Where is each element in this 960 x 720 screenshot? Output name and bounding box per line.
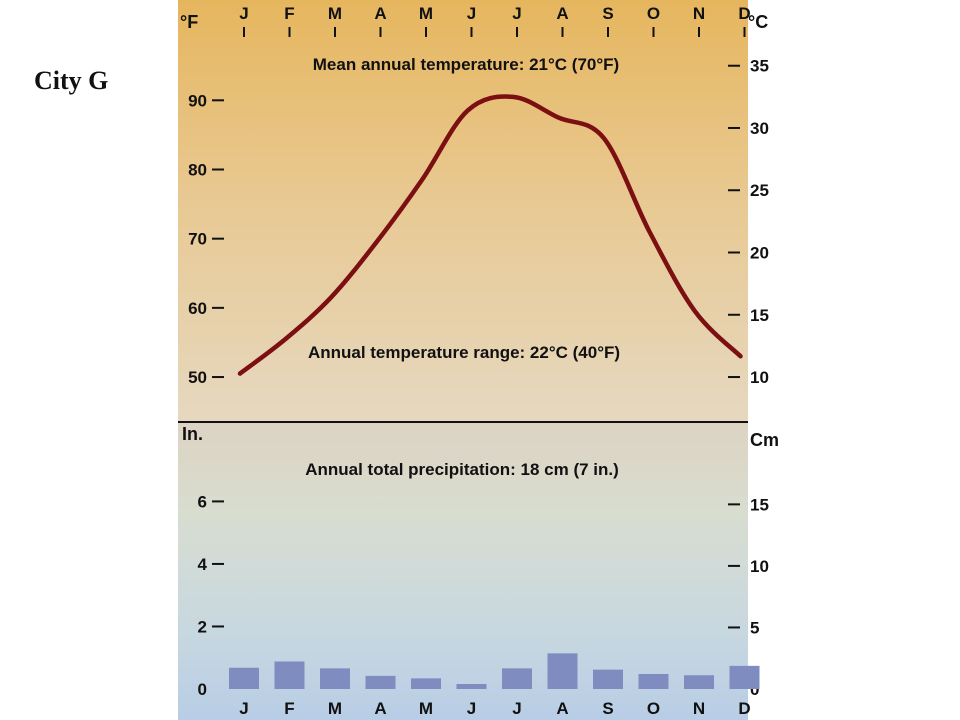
month-label-bottom: A [374,699,386,718]
temp-left-tick-label: 50 [188,368,207,387]
precip-right-tick-label: 5 [750,618,759,637]
precip-left-tick-label: 4 [198,555,208,574]
month-label-bottom: N [693,699,705,718]
precip-bar [593,669,623,689]
temp-left-axis: 50 60 70 80 90 [188,91,224,387]
temp-left-tick-label: 70 [188,230,207,249]
precip-right-unit: Cm [750,430,779,450]
month-label-top: D [738,4,750,23]
month-label-top: A [556,4,568,23]
precip-bar [684,675,714,689]
temp-right-tick-label: 20 [750,244,769,263]
temp-right-unit: °C [748,12,768,32]
precip-bar [411,678,441,689]
precip-left-unit: In. [182,424,203,444]
month-label-bottom: A [556,699,568,718]
precip-bar [365,675,396,689]
month-label-bottom: O [647,699,660,718]
city-label: City G [34,66,109,95]
precip-right-axis: 0 5 10 15 [728,495,769,699]
annual-temperature-range-label: Annual temperature range: 22°C (40°F) [308,343,620,362]
temp-left-tick-label: 90 [188,91,207,110]
precip-left-tick-label: 2 [198,617,207,636]
month-label-top: O [647,4,660,23]
temp-right-tick-label: 25 [750,181,769,200]
precipitation-bars [229,653,760,689]
month-label-bottom: D [738,699,750,718]
precip-bar [729,665,760,689]
month-label-bottom: J [239,699,248,718]
precip-right-tick-label: 10 [750,557,769,576]
precip-right-tick-label: 0 [750,680,759,699]
month-label-bottom: J [467,699,476,718]
month-label-bottom: F [284,699,294,718]
temp-right-tick-label: 10 [750,368,769,387]
month-label-bottom: J [512,699,521,718]
precip-right-tick-label: 15 [750,495,769,514]
precipitation-panel [178,422,748,720]
precip-bar [229,667,259,689]
month-label-top: A [374,4,386,23]
month-label-top: S [602,4,613,23]
month-label-top: J [239,4,248,23]
precip-bar [274,661,305,689]
temperature-line [237,94,743,376]
precip-left-tick-label: 0 [198,680,207,699]
precip-bar [547,653,578,689]
temp-right-axis: 10 15 20 25 30 35 [728,57,769,387]
month-label-top: F [284,4,294,23]
temp-left-tick-label: 60 [188,299,207,318]
temp-right-tick-label: 30 [750,119,769,138]
precip-left-axis: 0 2 4 6 [198,492,224,699]
temp-left-unit: °F [180,12,198,32]
annual-total-precipitation-label: Annual total precipitation: 18 cm (7 in.… [305,460,619,479]
month-label-top: M [328,4,342,23]
month-label-top: J [467,4,476,23]
temp-right-tick-label: 35 [750,57,769,76]
temp-left-tick-label: 80 [188,160,207,179]
precip-bar [502,668,532,689]
precip-bar [638,673,669,689]
mean-annual-temperature-label: Mean annual temperature: 21°C (70°F) [313,55,619,74]
precip-left-tick-label: 6 [198,492,207,511]
precip-bar [320,668,350,689]
month-label-bottom: M [328,699,342,718]
month-label-top: N [693,4,705,23]
precip-bar [456,683,487,689]
month-label-top: M [419,4,433,23]
month-label-bottom: M [419,699,433,718]
temp-right-tick-label: 15 [750,306,769,325]
month-label-bottom: S [602,699,613,718]
month-label-top: J [512,4,521,23]
